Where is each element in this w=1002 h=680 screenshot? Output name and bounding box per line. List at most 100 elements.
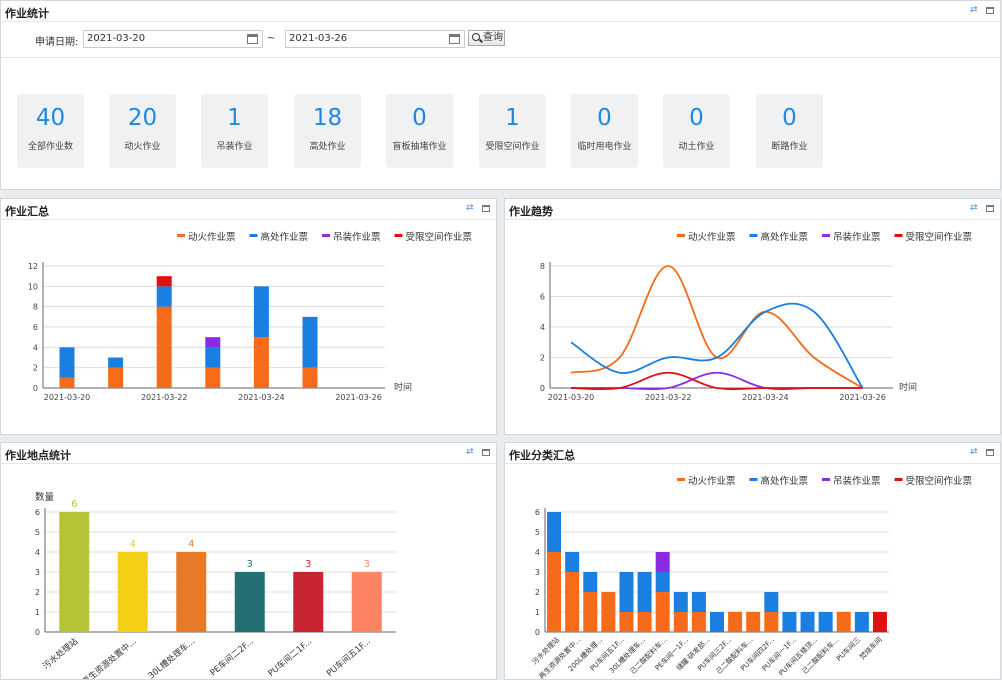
bar-segment: [565, 572, 580, 632]
stat-card-confined-space[interactable]: 1 受限空间作业: [479, 94, 546, 168]
y-tick-label: 8: [540, 262, 545, 271]
y-tick-label: 2: [540, 354, 545, 363]
maximize-icon[interactable]: [986, 205, 994, 212]
x-tick-label: 焚烧车间: [858, 635, 884, 661]
data-label: 3: [305, 559, 311, 570]
panel-header: 作业趋势 ⇄: [505, 199, 1000, 220]
legend-item: 高处作业票: [261, 231, 309, 243]
legend-item: 高处作业票: [761, 475, 809, 487]
stat-value: 20: [127, 105, 158, 131]
x-tick-label: 30L槽处理车...: [146, 636, 197, 679]
legend-item: 动火作业票: [188, 231, 236, 243]
stat-card-height[interactable]: 18 高处作业: [294, 94, 361, 168]
bar-segment: [655, 572, 670, 592]
maximize-icon[interactable]: [482, 205, 490, 212]
y-tick-label: 0: [35, 628, 40, 637]
bar-segment: [836, 612, 851, 632]
stat-value: 1: [227, 105, 242, 131]
x-tick-label: 2021-03-22: [141, 393, 188, 402]
series-line: [570, 371, 863, 391]
legend-item: 受限空间作业票: [906, 231, 973, 243]
panel-title: 作业地点统计: [5, 449, 71, 462]
location-chart: 0 1 2 3 4 5 6 数量 6 污水处理站 4 再生资源处置中... 4 30L槽处理车... 3 PE…: [35, 491, 396, 680]
refresh-icon[interactable]: ⇄: [970, 447, 978, 457]
bar-segment: [59, 377, 75, 388]
stat-value: 18: [312, 105, 343, 131]
bar: [117, 552, 148, 632]
stat-card-blind-plate[interactable]: 0 盲板抽堵作业: [386, 94, 453, 168]
bar-segment: [601, 592, 616, 632]
x-tick-label: 2021-03-26: [839, 393, 886, 402]
x-tick-label: 再生资源处置中...: [80, 636, 139, 679]
bar-segment: [764, 592, 779, 612]
x-tick-label: 2021-03-24: [742, 393, 789, 402]
search-icon: [472, 33, 480, 41]
bar-segment: [547, 552, 562, 632]
stat-label: 临时用电作业: [577, 142, 632, 152]
y-tick-label: 1: [35, 608, 40, 617]
stat-label: 盲板抽堵作业: [392, 142, 447, 152]
legend-item: 吊装作业票: [333, 231, 381, 243]
x-tick-label: PU车间三: [834, 635, 862, 663]
summary-panel: 作业汇总 ⇄ 动火作业票 高处作业票 吊装作业票 受限空间作业票 0 2 4 6 8 10 12 20…: [0, 198, 497, 435]
refresh-icon[interactable]: ⇄: [466, 447, 474, 457]
legend-swatch: [822, 478, 830, 481]
bar-segment: [637, 612, 652, 632]
trend-chart: 动火作业票 高处作业票 吊装作业票 受限空间作业票 0 2 4 6 8 2021-03-20 202…: [540, 231, 973, 402]
date-from-input[interactable]: 2021-03-20: [83, 30, 263, 48]
trend-panel: 作业趋势 ⇄ 动火作业票 高处作业票 吊装作业票 受限空间作业票 0 2 4 6 8 2021-0…: [504, 198, 1001, 435]
legend-item: 动火作业票: [688, 475, 736, 487]
bar-segment: [583, 572, 598, 592]
bar-segment: [673, 592, 688, 612]
query-label: 查询: [483, 32, 503, 43]
stat-label: 受限空间作业: [485, 142, 540, 152]
y-tick-label: 6: [35, 508, 40, 517]
maximize-icon[interactable]: [986, 449, 994, 456]
date-to-input[interactable]: 2021-03-26: [285, 30, 465, 48]
bar-segment: [818, 612, 833, 632]
bar-segment: [59, 347, 75, 378]
y-tick-label: 6: [33, 323, 38, 332]
stat-card-road-break[interactable]: 0 断路作业: [756, 94, 823, 168]
panel-header: 作业统计 ⇄: [1, 1, 1000, 22]
y-tick-label: 4: [35, 548, 40, 557]
bar-segment: [205, 337, 221, 348]
stat-card-total[interactable]: 40 全部作业数: [17, 94, 84, 168]
data-label: 3: [364, 559, 370, 570]
y-tick-label: 5: [35, 528, 40, 537]
stat-card-fire[interactable]: 20 动火作业: [109, 94, 176, 168]
y-tick-label: 5: [535, 528, 540, 537]
stat-card-lifting[interactable]: 1 吊装作业: [201, 94, 268, 168]
bar: [234, 572, 265, 632]
x-tick-label: 2021-03-20: [548, 393, 595, 402]
panel-title: 作业趋势: [509, 205, 553, 218]
calendar-icon[interactable]: [449, 34, 460, 44]
stat-card-excavation[interactable]: 0 动土作业: [663, 94, 730, 168]
bar-segment: [302, 367, 318, 388]
legend-swatch: [322, 234, 330, 237]
series-line: [570, 302, 864, 389]
calendar-icon[interactable]: [247, 34, 258, 44]
legend-item: 吊装作业票: [833, 475, 881, 487]
legend-item: 高处作业票: [761, 231, 809, 243]
bar-segment: [156, 276, 172, 287]
maximize-icon[interactable]: [986, 7, 994, 14]
y-tick-label: 4: [535, 548, 540, 557]
refresh-icon[interactable]: ⇄: [970, 203, 978, 213]
y-tick-label: 0: [540, 384, 545, 393]
bar-segment: [108, 367, 124, 388]
bar-segment: [302, 316, 318, 368]
x-axis-title: 时间: [394, 381, 412, 393]
bar-segment: [655, 552, 670, 572]
panel-header: 作业汇总 ⇄: [1, 199, 496, 220]
stats-area: 40 全部作业数 20 动火作业 1 吊装作业 18 高处作业 0 盲板抽堵作业…: [1, 57, 1000, 168]
bar: [293, 572, 324, 632]
x-tick-label: PU车间五楼顶...: [777, 635, 819, 677]
maximize-icon[interactable]: [482, 449, 490, 456]
stat-card-temp-power[interactable]: 0 临时用电作业: [571, 94, 638, 168]
refresh-icon[interactable]: ⇄: [466, 203, 474, 213]
query-button[interactable]: 查询: [468, 30, 505, 46]
data-label: 4: [130, 539, 136, 550]
x-axis-title: 时间: [899, 381, 917, 393]
refresh-icon[interactable]: ⇄: [970, 5, 978, 15]
